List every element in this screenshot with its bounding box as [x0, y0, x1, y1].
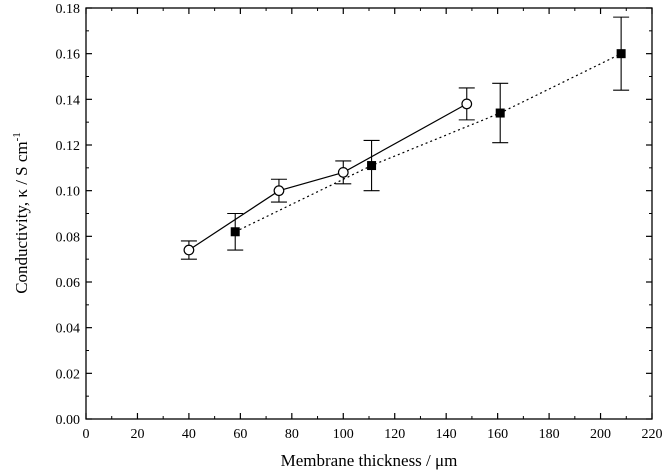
y-tick-label: 0.10 — [56, 185, 81, 200]
plot-area-frame — [86, 8, 652, 419]
x-tick-label: 80 — [285, 427, 299, 442]
series-2 — [227, 17, 629, 250]
data-point — [184, 245, 194, 255]
y-axis-title-main: Conductivity, κ / S cm — [12, 141, 31, 293]
y-tick-label: 0.06 — [56, 276, 81, 291]
y-tick-label: 0.16 — [56, 48, 81, 63]
x-tick-label: 0 — [83, 427, 90, 442]
y-tick-label: 0.14 — [56, 93, 81, 108]
y-tick-label: 0.00 — [56, 413, 81, 428]
data-point — [338, 168, 348, 178]
x-tick-label: 200 — [590, 427, 611, 442]
x-tick-label: 100 — [333, 427, 354, 442]
y-axis-title-superscript: -1 — [11, 132, 23, 141]
y-tick-label: 0.08 — [56, 230, 81, 245]
series-line — [189, 104, 467, 250]
series-line — [235, 54, 621, 232]
x-tick-label: 220 — [642, 427, 663, 442]
x-tick-label: 20 — [130, 427, 144, 442]
x-tick-label: 140 — [436, 427, 457, 442]
y-tick-label: 0.04 — [56, 322, 81, 337]
x-tick-label: 180 — [539, 427, 560, 442]
x-axis: 0 20 40 60 80 100 120 140 160 180 200 220 — [83, 8, 663, 442]
y-tick-label: 0.18 — [56, 2, 81, 17]
y-axis: 0.00 0.02 0.04 0.06 0.08 0.10 0.12 0.14 0.16 0.18 — [56, 2, 653, 428]
data-point — [617, 49, 626, 58]
x-tick-label: 60 — [233, 427, 247, 442]
y-tick-label: 0.02 — [56, 367, 81, 382]
series-1 — [181, 88, 475, 259]
data-point — [231, 227, 240, 236]
data-point — [462, 99, 472, 109]
y-tick-label: 0.12 — [56, 139, 81, 154]
y-axis-title: Conductivity, κ / S cm-1 — [11, 132, 31, 294]
x-tick-label: 120 — [384, 427, 405, 442]
x-axis-title: Membrane thickness / μm — [281, 451, 458, 470]
series-layer — [181, 17, 629, 259]
x-tick-label: 40 — [182, 427, 196, 442]
data-point — [496, 109, 505, 118]
x-tick-label: 160 — [487, 427, 508, 442]
data-point — [274, 186, 284, 196]
data-point — [367, 161, 376, 170]
